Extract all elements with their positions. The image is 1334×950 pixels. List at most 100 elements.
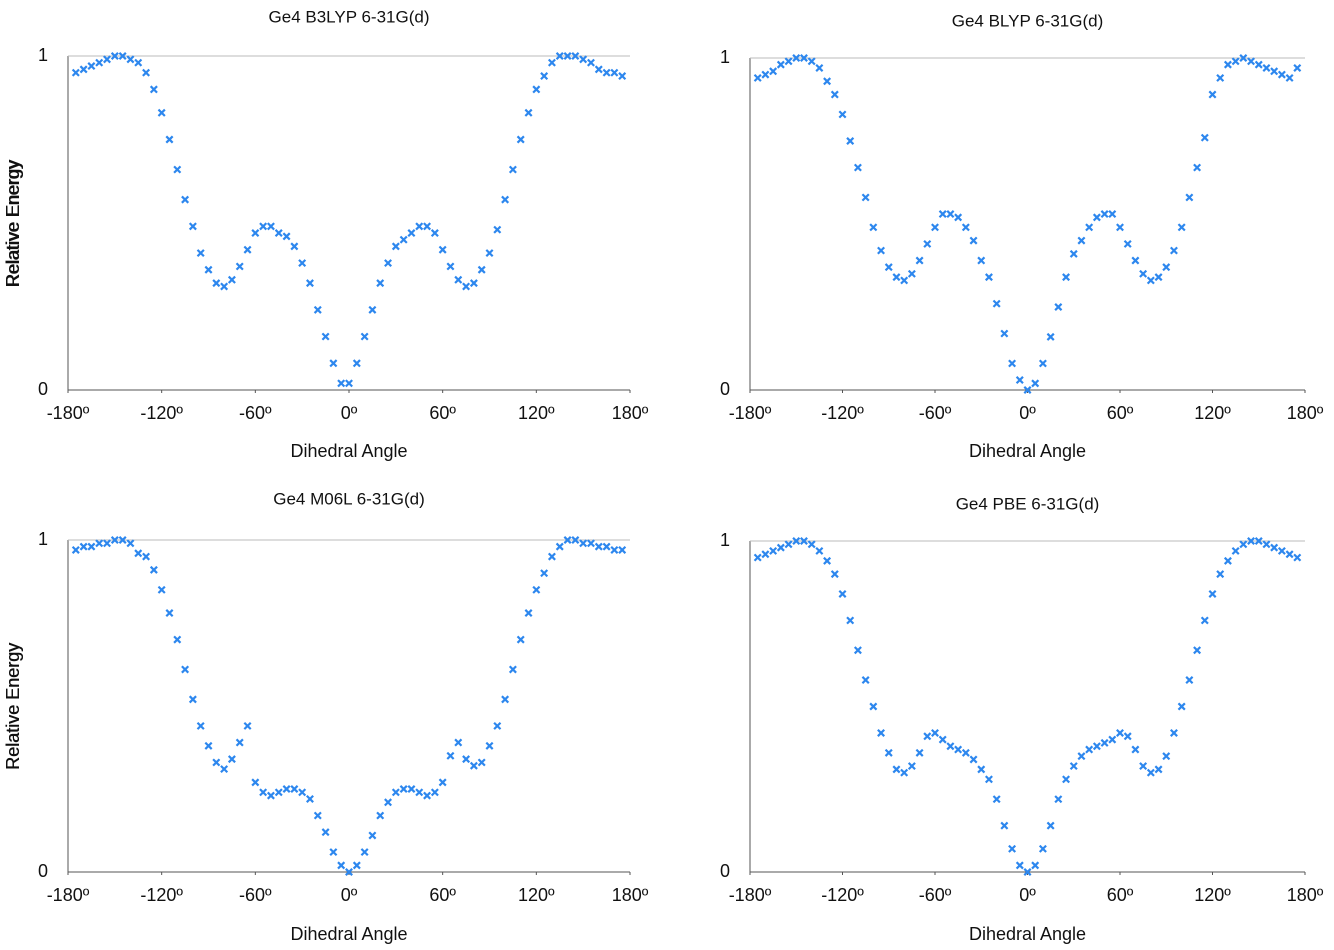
point [204,741,213,750]
point [508,665,517,674]
point [884,263,893,272]
point [761,550,770,559]
x-tick-label: -60º [239,885,272,905]
point [1031,861,1040,870]
point [430,229,439,237]
point [938,210,947,219]
point [1293,63,1302,72]
point [1131,256,1140,265]
point [220,765,229,774]
x-tick-label: 120º [1194,885,1231,905]
point [815,546,824,555]
point [853,163,862,172]
x-tick-label: 0º [341,885,358,905]
point [173,165,182,174]
point [391,788,400,797]
point [946,742,955,751]
point [984,273,993,282]
point [282,785,291,793]
point [540,569,549,578]
point [462,282,471,291]
point [266,222,275,231]
point [259,788,268,797]
point [399,235,408,244]
point [71,68,80,77]
point [1077,752,1086,761]
point [1015,861,1024,870]
point [1062,273,1071,282]
point [1077,236,1086,245]
point [1108,735,1117,744]
point [869,223,878,232]
point [337,861,346,870]
point [1285,73,1294,82]
chart-title: Ge4 PBE 6-31G(d) [956,494,1100,513]
point [134,549,143,558]
point [407,229,416,237]
x-tick-label: 120º [518,403,555,423]
x-tick-label: -60º [919,885,952,905]
point [610,68,619,77]
point [274,229,283,237]
point [157,108,166,117]
point [126,55,135,64]
point [87,62,96,70]
point [610,545,619,554]
point [1131,745,1140,754]
point [1085,745,1094,754]
point [290,785,299,793]
point [792,54,801,62]
point [1069,762,1078,771]
point [618,545,627,554]
point [547,552,556,561]
point [1223,556,1232,565]
point [407,785,416,793]
point [823,77,832,86]
point [892,765,901,774]
y-tick-label: 0 [720,379,730,399]
point [884,748,893,757]
point [1116,223,1124,232]
point [792,537,801,545]
point [823,556,832,565]
point [103,55,112,64]
point [992,299,1001,308]
point [1293,553,1302,562]
point [807,57,816,66]
point [360,332,369,341]
point [1216,73,1225,82]
point [877,729,886,737]
point [337,379,346,388]
y-tick-label: 0 [38,379,48,399]
point [345,379,353,388]
point [807,540,816,549]
point [352,861,361,870]
point [815,63,824,72]
point [1277,546,1286,555]
point [1277,70,1286,79]
point [446,262,455,271]
point [423,791,432,800]
point [907,762,916,771]
point [79,542,88,551]
point [1193,646,1202,655]
point [1185,676,1194,684]
point [368,831,377,840]
point [1223,60,1232,69]
x-axis-label: Dihedral Angle [969,441,1086,461]
point [1270,67,1279,76]
point [110,52,119,60]
point [298,259,307,268]
point [524,108,533,117]
point [1185,193,1194,202]
point [555,542,564,551]
point [1038,359,1047,368]
point [1123,239,1132,248]
point [1008,844,1017,853]
point [1262,63,1271,72]
point [469,761,478,770]
point [274,788,283,797]
point [602,542,611,551]
point [423,222,432,231]
